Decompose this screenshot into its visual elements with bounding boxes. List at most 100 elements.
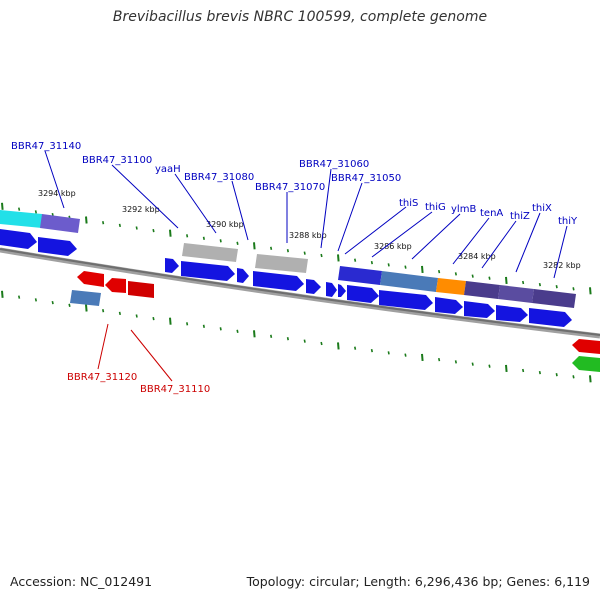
scale-tick: [538, 282, 541, 287]
gene-bar[interactable]: [498, 285, 534, 303]
gene-arrow[interactable]: [306, 279, 321, 294]
gene-bar[interactable]: [182, 243, 238, 262]
scale-tick: [202, 324, 205, 328]
scale-tick: [152, 228, 155, 233]
gene-bar[interactable]: [338, 266, 382, 285]
gene-label[interactable]: ylmB: [451, 204, 476, 215]
scale-tick: [387, 351, 390, 355]
gene-bar[interactable]: [40, 214, 80, 233]
scale-tick: [370, 260, 373, 265]
scale-tick: [34, 298, 37, 302]
scale-tick: [488, 276, 491, 280]
scale-tick: [438, 357, 441, 362]
gene-label[interactable]: thiS: [399, 198, 418, 209]
scale-tick: [118, 223, 121, 228]
gene-arrow[interactable]: [464, 301, 495, 318]
scale-tick: [236, 329, 239, 333]
scale-tick: [337, 254, 340, 262]
gene-bar[interactable]: [255, 254, 308, 273]
scale-tick: [354, 346, 357, 350]
scale-tick: [270, 334, 273, 338]
gene-bar[interactable]: [436, 278, 466, 295]
gene-arrow[interactable]: [347, 285, 379, 303]
scale-tick: [169, 317, 172, 325]
scale-tick: [34, 210, 37, 214]
gene-arrow[interactable]: [128, 281, 154, 298]
gene-label[interactable]: thiY: [558, 216, 578, 227]
scale-label: 3294 kbp: [38, 189, 76, 198]
gene-label[interactable]: tenA: [480, 208, 503, 219]
upper-feature-track: [0, 210, 576, 308]
gene-bar[interactable]: [70, 290, 101, 306]
gene-label[interactable]: BBR47_31070: [255, 182, 325, 193]
scale-tick: [186, 322, 189, 326]
scale-tick: [135, 226, 138, 230]
gene-bar[interactable]: [380, 271, 438, 292]
scale-tick: [219, 327, 222, 331]
scale-tick: [253, 242, 256, 250]
scale-tick: [135, 314, 138, 318]
scale-tick: [438, 269, 441, 274]
scale-tick: [85, 304, 88, 312]
scale-tick: [505, 364, 508, 372]
scale-tick: [522, 368, 525, 373]
scale-tick: [270, 246, 273, 250]
gene-arrow[interactable]: [165, 258, 179, 273]
scale-tick: [51, 300, 54, 305]
gene-label[interactable]: BBR47_31060: [299, 159, 369, 170]
scale-label: 3286 kbp: [374, 242, 412, 251]
gene-label[interactable]: BBR47_31100: [82, 155, 152, 166]
gene-label[interactable]: BBR47_31110: [140, 384, 210, 395]
scale-tick: [186, 234, 189, 238]
scale-tick: [555, 285, 558, 289]
scale-tick: [404, 353, 407, 357]
gene-arrow[interactable]: [572, 356, 600, 372]
gene-arrow[interactable]: [529, 308, 572, 327]
scale-tick: [152, 316, 155, 321]
gene-arrow[interactable]: [38, 237, 77, 256]
gene-arrow[interactable]: [237, 268, 249, 283]
scale-tick: [589, 287, 592, 295]
gene-label[interactable]: yaaH: [155, 164, 181, 175]
scale-tick: [370, 348, 373, 353]
forward-strand-track: [0, 229, 572, 327]
scale-tick: [454, 272, 457, 276]
gene-arrow[interactable]: [496, 305, 528, 322]
scale-tick: [337, 342, 340, 350]
page-title: Brevibacillus brevis NBRC 100599, comple…: [112, 9, 488, 25]
gene-arrow[interactable]: [326, 282, 337, 297]
gene-arrow[interactable]: [338, 284, 346, 297]
gene-arrow[interactable]: [435, 297, 463, 314]
scale-tick: [471, 274, 474, 278]
scale-label: 3284 kbp: [458, 252, 496, 261]
gene-arrow[interactable]: [0, 229, 37, 249]
genome-backbone-edge: [0, 248, 600, 336]
gene-arrow[interactable]: [572, 339, 600, 354]
gene-label[interactable]: thiZ: [510, 211, 530, 222]
gene-arrow[interactable]: [379, 290, 433, 310]
gene-label[interactable]: BBR47_31080: [184, 172, 254, 183]
scale-tick: [102, 309, 105, 313]
scale-tick: [102, 221, 105, 225]
scale-tick: [572, 375, 575, 379]
gene-bar[interactable]: [464, 281, 500, 299]
gene-arrow[interactable]: [181, 261, 235, 281]
lower-scale-ticks: [1, 290, 592, 383]
gene-arrow[interactable]: [253, 271, 304, 291]
scale-label: 3292 kbp: [122, 205, 160, 214]
gene-label[interactable]: thiX: [532, 203, 552, 214]
gene-label[interactable]: BBR47_31050: [331, 173, 401, 184]
gene-arrow[interactable]: [105, 278, 126, 293]
gene-arrow[interactable]: [77, 271, 104, 287]
gene-bar[interactable]: [0, 210, 42, 228]
scale-tick: [1, 202, 4, 210]
reverse-gene-labels: BBR47_31120 BBR47_31110: [67, 372, 210, 395]
scale-tick: [253, 330, 256, 338]
scale-tick: [471, 362, 474, 366]
gene-bar[interactable]: [532, 289, 576, 308]
scale-tick: [303, 339, 306, 343]
gene-label[interactable]: BBR47_31120: [67, 372, 137, 383]
gene-label[interactable]: BBR47_31140: [11, 141, 81, 152]
scale-tick: [320, 253, 323, 258]
gene-label[interactable]: thiG: [425, 202, 446, 213]
